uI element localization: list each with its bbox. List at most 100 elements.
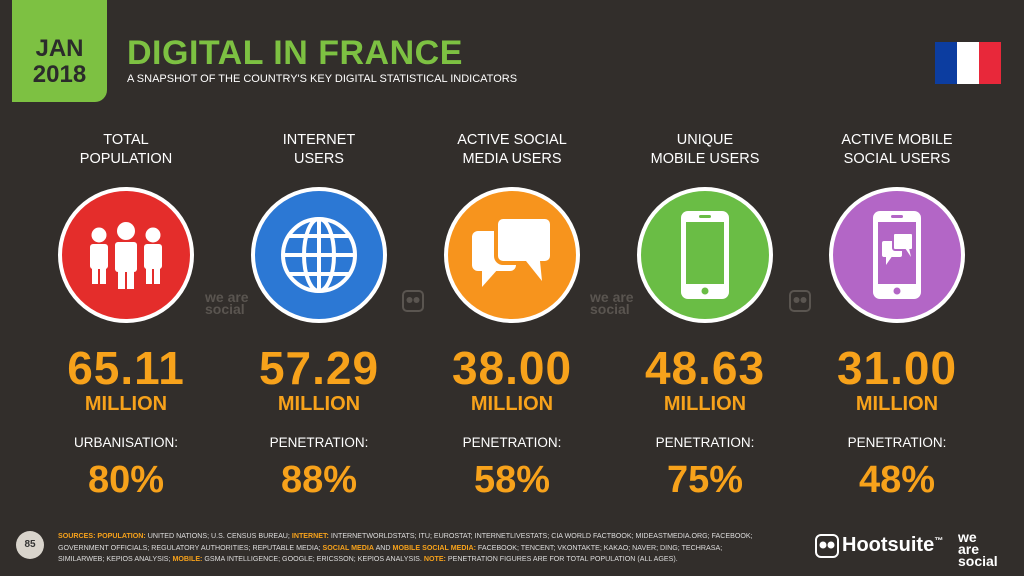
icon-shape [154, 267, 160, 284]
stat-heading: UNIQUE [676, 132, 734, 148]
stat-percent: 75% [666, 459, 744, 501]
source-text: MOBILE SOCIAL MEDIA: [392, 543, 476, 552]
icon-shape [144, 244, 162, 269]
stat-icon [637, 187, 773, 323]
date-year: 2018 [32, 61, 87, 88]
stat-icon [58, 187, 194, 323]
icon-shape [893, 287, 901, 295]
stat-column: UNIQUE MOBILE USERS 48.63 MILLION PENETRATIO… [609, 0, 801, 576]
owl-watermark [789, 290, 811, 312]
stat-column: ACTIVE MOBILE SOCIAL USERS 31.00 MILLION PE… [801, 0, 993, 576]
stat-icon [444, 187, 580, 323]
stat-value: 48.63 [644, 342, 766, 394]
stat-column: ACTIVE SOCIAL MEDIA USERS 38.00 MILLION PEN… [416, 0, 608, 576]
stat-heading: ACTIVE MOBILE [841, 132, 953, 148]
icon-shape [145, 227, 161, 243]
icon-shape [905, 248, 911, 257]
brand-mark: ™ [934, 535, 944, 546]
stat-label: PENETRATION: [269, 435, 369, 450]
icon-shape [482, 269, 498, 287]
stat-heading: POPULATION [79, 151, 173, 167]
stat-unit: MILLION [855, 393, 939, 415]
brand-text: are [958, 541, 980, 557]
stat-column: INTERNET USERS 57.29 MILLION PENETRATION: 88% [223, 0, 415, 576]
source-text: MOBILE: [172, 555, 203, 563]
stat-value: 57.29 [258, 342, 380, 394]
icon-shape [91, 227, 107, 243]
icon-shape [699, 215, 711, 218]
subtitle: A SNAPSHOT OF THE COUNTRY'S KEY DIGITAL … [127, 73, 518, 85]
icon-shape [115, 242, 137, 272]
stat-heading: ACTIVE SOCIAL [457, 132, 567, 148]
stat-unit: MILLION [470, 393, 554, 415]
icon-shape [494, 215, 554, 265]
icon-shape [701, 287, 709, 295]
owl-watermark [402, 290, 424, 312]
source-text: FACEBOOK; TENCENT; VKONTAKTE; KAKAO; NAV… [58, 543, 723, 564]
icon-shape [146, 267, 152, 284]
source-text: NOTE: [423, 555, 446, 563]
brand-text: Hootsuite [842, 534, 935, 556]
date-badge: JAN 2018 [12, 0, 107, 102]
title: DIGITAL IN FRANCE [127, 34, 463, 72]
stat-column: TOTAL POPULATION 65.11 MILLION URBANISATION… [30, 0, 222, 576]
stat-label: PENETRATION: [655, 435, 755, 450]
stat-percent: 88% [280, 459, 358, 501]
hootsuite-logo: Hootsuite™ [842, 534, 943, 557]
stat-heading: MEDIA USERS [462, 151, 562, 167]
stat-label: PENETRATION: [847, 435, 947, 450]
stat-value: 65.11 [67, 342, 185, 394]
stat-heading: USERS [294, 151, 344, 167]
source-text: AND [374, 543, 393, 552]
stat-icon [251, 187, 387, 323]
brand-text: we [958, 529, 977, 545]
stat-value: 31.00 [836, 342, 958, 394]
stat-heading: INTERNET [282, 132, 356, 148]
source-text: UNITED NATIONS; U.S. CENSUS BUREAU; [145, 532, 292, 540]
stat-unit: MILLION [84, 393, 168, 415]
source-text: GSMA INTELLIGENCE; GOOGLE; ERICSSON; KEP… [202, 555, 424, 563]
icon-shape [526, 261, 542, 281]
watermark: we are social [590, 289, 634, 317]
sources: SOURCES: POPULATION: UNITED NATIONS; U.S… [58, 531, 768, 566]
icon-shape [118, 269, 125, 289]
icon-shape [892, 232, 914, 251]
stat-icon [829, 187, 965, 323]
icon-shape [90, 244, 108, 269]
icon-shape [494, 215, 554, 265]
icon-shape [289, 234, 349, 276]
stat-percent: 58% [473, 459, 551, 501]
stat-unit: MILLION [663, 393, 747, 415]
watermark: we are social [205, 289, 249, 317]
stat-percent: 48% [858, 459, 936, 501]
date-month: JAN [35, 35, 84, 62]
icon-shape [100, 267, 106, 284]
icon-shape [117, 222, 135, 240]
stat-label: PENETRATION: [462, 435, 562, 450]
stat-heading: TOTAL [103, 132, 149, 148]
brand-text: social [958, 553, 998, 569]
icon-shape [90, 222, 162, 289]
hootsuite-owl [815, 534, 839, 558]
page-number: 85 [16, 531, 44, 559]
icon-shape [127, 269, 134, 289]
stat-heading: SOCIAL USERS [843, 151, 951, 167]
icon-shape [92, 267, 98, 284]
source-text: INTERNET: [291, 532, 329, 540]
stat-heading: MOBILE USERS [650, 151, 760, 167]
source-text: SOCIAL MEDIA [322, 543, 375, 552]
icon-shape [891, 215, 903, 218]
stat-percent: 80% [87, 459, 165, 501]
icon-shape [281, 217, 357, 293]
stat-label: URBANISATION: [73, 435, 178, 450]
icon-shape [882, 232, 914, 265]
stat-unit: MILLION [277, 393, 361, 415]
icon-shape [886, 255, 893, 265]
source-text: PENETRATION FIGURES ARE FOR TOTAL POPULA… [445, 555, 678, 563]
source-text: INTERNETWORLDSTATS; ITU; EUROSTAT; INTER… [58, 532, 753, 552]
icon-shape [686, 222, 724, 284]
flag [935, 42, 1001, 84]
stat-value: 38.00 [451, 342, 573, 394]
source-text: SOURCES: POPULATION: [58, 532, 146, 540]
